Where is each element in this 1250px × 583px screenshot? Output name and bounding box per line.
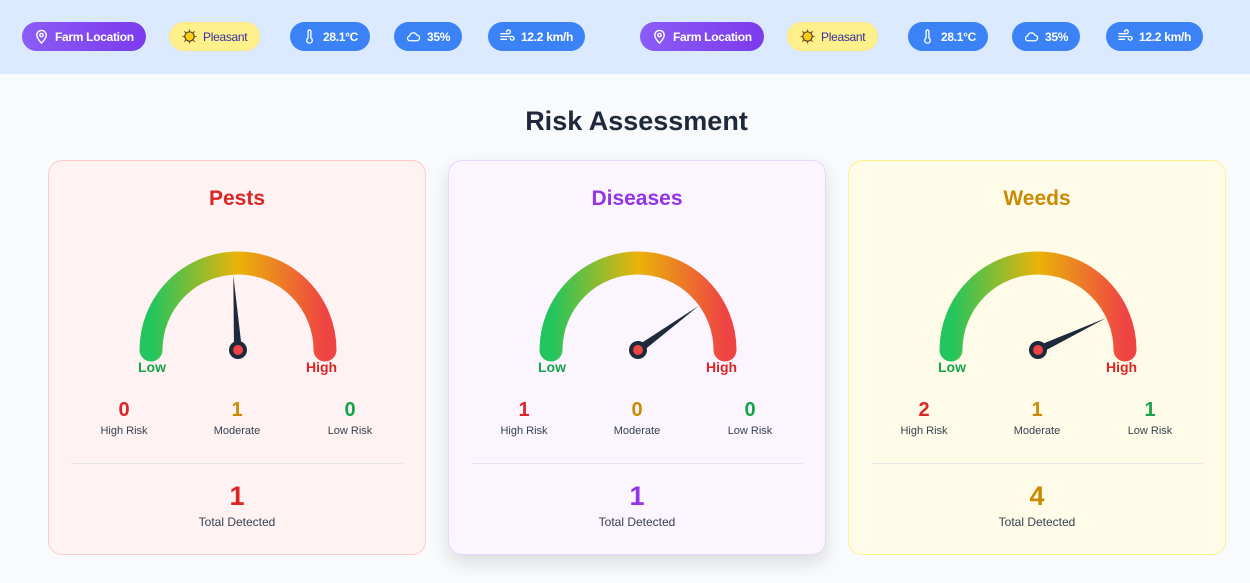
chip-wind: 12.2 km/h	[1106, 22, 1203, 51]
stat-low-risk: 1 Low Risk	[1127, 399, 1173, 437]
stat-high-risk: 2 High Risk	[900, 399, 948, 437]
sun-cloud-icon	[182, 29, 197, 44]
divider	[471, 463, 803, 464]
gauge-arc	[539, 251, 737, 362]
gauge-high-label: High	[1106, 359, 1138, 375]
stat-low-risk: 0 Low Risk	[327, 399, 373, 437]
divider	[871, 463, 1203, 464]
gauge-arc	[139, 251, 337, 362]
risk-card-weeds: Weeds Low High 2 High Risk 1 Moderate 1 Low…	[848, 160, 1226, 555]
risk-gauge	[539, 251, 737, 362]
page-title: Risk Assessment	[525, 106, 748, 136]
chip-map-pin: Farm Location	[640, 22, 764, 51]
map-pin-icon	[652, 29, 667, 44]
risk-card-pests: Pests Low High 0 High Risk 1 Moderate 0 Low…	[48, 160, 426, 555]
wind-icon	[1118, 29, 1133, 44]
chip-label: 28.1°C	[323, 29, 359, 44]
chip-wind: 12.2 km/h	[488, 22, 585, 51]
card-title: Weeds	[1003, 187, 1071, 210]
chip-label: 12.2 km/h	[1139, 29, 1191, 44]
total-detected: 4 Total Detected	[998, 481, 1076, 529]
chip-label: Farm Location	[673, 29, 752, 44]
gauge-arc	[939, 251, 1137, 362]
total-detected: 1 Total Detected	[598, 481, 676, 529]
stat-low-risk: 0 Low Risk	[727, 399, 773, 437]
gauge-high-label: High	[306, 359, 338, 375]
chip-cloud: 35%	[394, 22, 463, 51]
risk-gauge	[139, 251, 337, 362]
risk-gauge	[939, 251, 1137, 362]
gauge-needle	[233, 275, 242, 351]
thermometer-icon	[302, 29, 317, 44]
divider	[71, 463, 403, 464]
stat-moderate: 0 Moderate	[613, 399, 661, 437]
thermometer-icon	[920, 29, 935, 44]
chip-thermometer: 28.1°C	[908, 22, 989, 51]
chip-sun-cloud: Pleasant	[169, 22, 261, 51]
stat-high-risk: 1 High Risk	[500, 399, 548, 437]
gauge-low-label: Low	[938, 359, 966, 375]
card-title: Diseases	[591, 187, 683, 210]
stat-moderate: 1 Moderate	[1013, 399, 1061, 437]
map-pin-icon	[34, 29, 49, 44]
chip-sun-cloud: Pleasant	[787, 22, 879, 51]
gauge-high-label: High	[706, 359, 738, 375]
chip-label: 35%	[427, 29, 451, 44]
weather-ticker: Farm Location Pleasant 28.1°C 35% 12.2 km/h F…	[0, 0, 1250, 74]
card-title: Pests	[208, 187, 266, 210]
chip-thermometer: 28.1°C	[290, 22, 371, 51]
stat-moderate: 1 Moderate	[213, 399, 261, 437]
cloud-icon	[1024, 29, 1039, 44]
chip-cloud: 35%	[1012, 22, 1081, 51]
gauge-needle	[635, 305, 699, 354]
gauge-needle	[1036, 318, 1106, 354]
chip-label: Pleasant	[821, 29, 866, 44]
chip-map-pin: Farm Location	[22, 22, 146, 51]
stat-high-risk: 0 High Risk	[100, 399, 148, 437]
gauge-low-label: Low	[138, 359, 166, 375]
sun-cloud-icon	[800, 29, 815, 44]
chip-label: 28.1°C	[941, 29, 977, 44]
chip-label: Pleasant	[203, 29, 248, 44]
chip-label: 12.2 km/h	[521, 29, 573, 44]
gauge-low-label: Low	[538, 359, 566, 375]
wind-icon	[500, 29, 515, 44]
total-detected: 1 Total Detected	[198, 481, 276, 529]
risk-card-diseases: Diseases Low High 1 High Risk 0 Moderate 0…	[448, 160, 826, 555]
cloud-icon	[406, 29, 421, 44]
chip-label: Farm Location	[55, 29, 134, 44]
chip-label: 35%	[1045, 29, 1069, 44]
